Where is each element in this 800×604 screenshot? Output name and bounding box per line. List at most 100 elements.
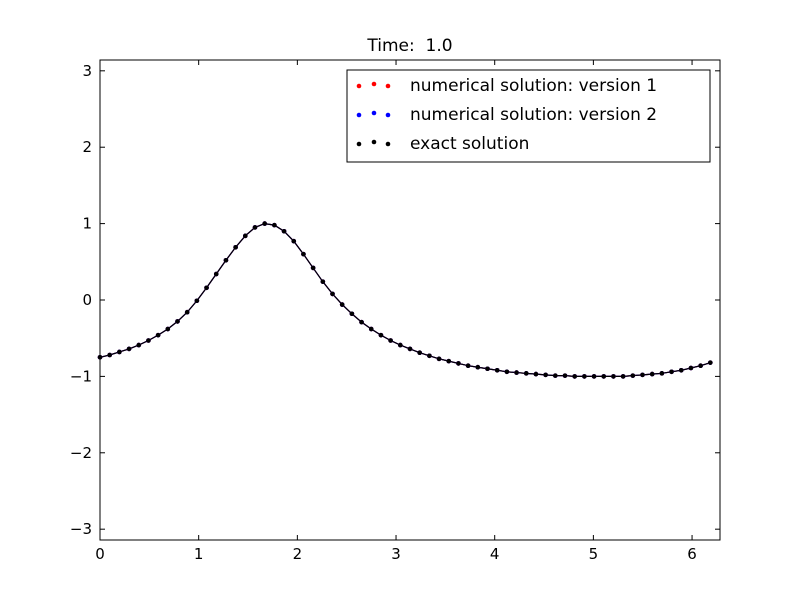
x-tick-label: 1 <box>194 545 204 563</box>
data-point <box>407 346 413 352</box>
data-point <box>669 369 674 375</box>
legend: numerical solution: version 1 numerical s… <box>346 69 711 163</box>
data-point <box>320 279 326 284</box>
data-point <box>620 374 626 379</box>
data-point <box>504 369 510 375</box>
data-point <box>678 367 684 373</box>
legend-marker <box>385 112 391 118</box>
y-tick-label: 1 <box>82 215 92 233</box>
data-point <box>533 371 539 377</box>
data-point <box>204 285 209 291</box>
data-point <box>310 265 316 271</box>
data-point <box>630 373 636 378</box>
x-tick-label: 4 <box>490 545 500 563</box>
data-point <box>485 366 490 372</box>
y-tick-label: 3 <box>82 62 92 80</box>
data-point <box>165 326 171 332</box>
legend-label: numerical solution: version 1 <box>410 76 657 96</box>
plot-frame <box>99 59 721 541</box>
data-point <box>543 372 548 378</box>
series-points-3 <box>97 221 713 379</box>
data-point <box>611 374 616 379</box>
y-tick-label: −2 <box>70 444 92 462</box>
data-point <box>582 374 587 379</box>
data-point <box>514 370 519 375</box>
data-point <box>649 371 655 377</box>
legend-marker <box>385 141 391 147</box>
legend-entry: exact solution <box>356 134 529 154</box>
data-point <box>436 356 442 362</box>
y-tick-label: −3 <box>70 520 92 538</box>
data-point <box>223 257 229 263</box>
data-point <box>368 326 374 332</box>
data-point <box>378 332 384 338</box>
data-point <box>339 302 345 307</box>
x-tick-label: 6 <box>687 545 697 563</box>
series-layer <box>97 221 713 379</box>
legend-marker <box>356 83 362 89</box>
data-point <box>465 363 471 369</box>
x-tick-label: 0 <box>95 545 105 563</box>
x-tick-label: 2 <box>293 545 303 563</box>
legend-marker <box>371 81 377 87</box>
data-point <box>591 374 597 379</box>
data-point <box>494 367 500 373</box>
x-tick-label: 5 <box>589 545 599 563</box>
legend-marker <box>371 110 377 116</box>
data-point <box>446 358 452 364</box>
data-point <box>213 271 219 277</box>
data-point <box>301 251 306 257</box>
data-point <box>359 319 364 325</box>
legend-marker <box>356 141 362 147</box>
data-point <box>475 364 481 370</box>
chart-title: Time: 1.0 <box>367 36 453 56</box>
data-point <box>640 372 645 378</box>
data-point <box>252 225 258 230</box>
data-point <box>107 352 112 358</box>
data-point <box>233 244 238 250</box>
data-point <box>146 338 151 343</box>
data-point <box>427 353 432 359</box>
y-tick-label: 0 <box>82 291 92 309</box>
y-tick-label: 2 <box>82 138 92 156</box>
legend-marker <box>356 112 362 118</box>
data-point <box>136 342 142 348</box>
data-point <box>194 298 200 304</box>
data-point <box>562 373 568 378</box>
data-point <box>523 371 529 376</box>
data-point <box>330 291 335 297</box>
data-point <box>601 374 607 379</box>
data-point <box>262 221 267 226</box>
data-point <box>155 332 161 338</box>
data-point <box>117 349 122 355</box>
axes-layer: 0 1 2 3 4 5 6 −3 −2 −1 0 1 2 3 <box>70 60 720 563</box>
data-point <box>698 363 703 369</box>
data-point <box>175 319 180 324</box>
data-point <box>126 346 132 352</box>
data-point <box>572 374 577 379</box>
data-point <box>553 373 558 378</box>
data-point <box>184 309 190 315</box>
data-point <box>417 350 422 356</box>
legend-label: numerical solution: version 2 <box>410 105 657 125</box>
data-point <box>272 222 277 228</box>
x-tick-label: 3 <box>391 545 401 563</box>
legend-box <box>346 69 711 163</box>
data-point <box>291 238 297 244</box>
legend-marker <box>385 83 391 89</box>
data-point <box>388 338 393 343</box>
data-point <box>243 233 248 239</box>
data-point <box>659 371 665 376</box>
data-point <box>708 360 713 365</box>
data-point <box>688 365 694 371</box>
y-tick-label: −1 <box>70 367 92 385</box>
data-point <box>281 228 287 234</box>
legend-entry: numerical solution: version 2 <box>356 105 657 125</box>
legend-marker <box>371 139 377 145</box>
data-point <box>349 311 355 317</box>
data-point <box>456 361 461 366</box>
series-line-3 <box>99 222 711 377</box>
legend-label: exact solution <box>410 134 529 154</box>
